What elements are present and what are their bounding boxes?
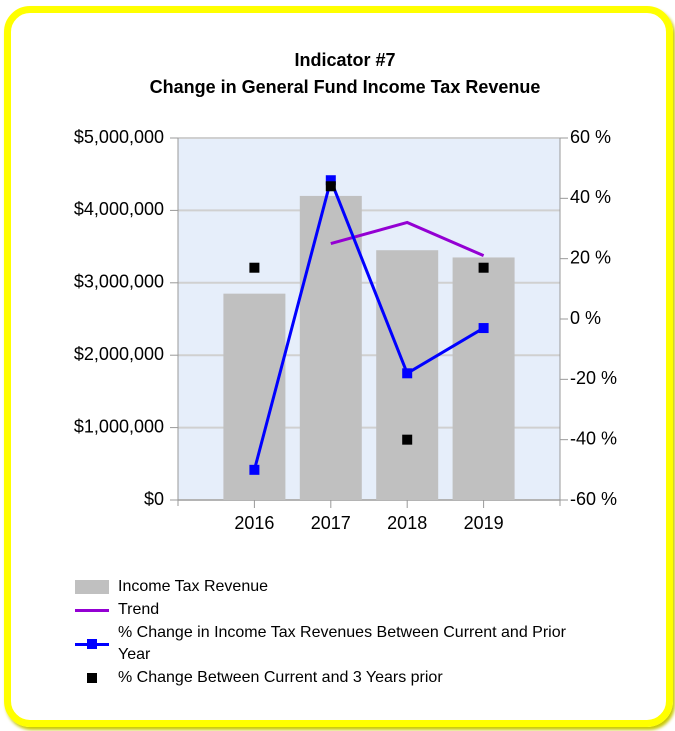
line [330, 220, 485, 258]
legend-item: Income Tax Revenue [75, 576, 598, 598]
y2-tick-label: 60 % [570, 127, 611, 147]
legend-label: Income Tax Revenue [118, 578, 269, 595]
legend-label: % Change in Income Tax Revenues Between … [118, 624, 566, 663]
y-tick-label: $2,000,000 [74, 344, 164, 364]
bar [299, 195, 362, 501]
y-tick-label: $1,000,000 [74, 416, 164, 436]
y2-tick-label: -40 % [570, 428, 617, 448]
y2-tick-label: 20 % [570, 247, 611, 267]
legend-label: Trend [118, 601, 160, 618]
legend-label: % Change Between Current and 3 Years pri… [118, 669, 443, 686]
frame [4, 6, 673, 727]
legend: Income Tax Revenue Trend % Change in Incom… [75, 576, 615, 690]
y2-tick-label: -20 % [570, 368, 617, 388]
point [402, 434, 413, 445]
point [478, 262, 489, 273]
y2-tick-label: 40 % [570, 187, 611, 207]
line-marker [249, 464, 260, 475]
point [325, 181, 336, 192]
chart-subtitle: Change in General Fund Income Tax Revenu… [150, 77, 541, 97]
y-tick-label: $4,000,000 [74, 199, 164, 219]
line-marker [325, 175, 336, 186]
y2-tick-label: 0 % [570, 308, 601, 328]
x-tick-label: 2017 [311, 513, 351, 533]
point [249, 262, 260, 273]
legend-swatch [75, 667, 109, 689]
legend-swatch [75, 576, 109, 598]
chart-title: Indicator #7 [294, 50, 395, 70]
legend-item: % Change Between Current and 3 Years pri… [75, 667, 598, 689]
line-marker [478, 323, 489, 334]
legend-swatch [75, 633, 109, 655]
line-marker [402, 368, 413, 379]
legend-item: % Change in Income Tax Revenues Between … [75, 622, 598, 666]
y-tick-label: $0 [144, 489, 164, 509]
x-tick-label: 2018 [387, 513, 427, 533]
legend-swatch [75, 599, 109, 621]
y2-tick-label: -60 % [570, 489, 617, 509]
line [252, 175, 485, 471]
x-tick-label: 2019 [464, 513, 504, 533]
x-tick-label: 2016 [234, 513, 274, 533]
y-tick-label: $3,000,000 [74, 272, 164, 292]
legend-item: Trend [75, 599, 598, 621]
bar [452, 257, 515, 500]
y-tick-label: $5,000,000 [74, 127, 164, 147]
